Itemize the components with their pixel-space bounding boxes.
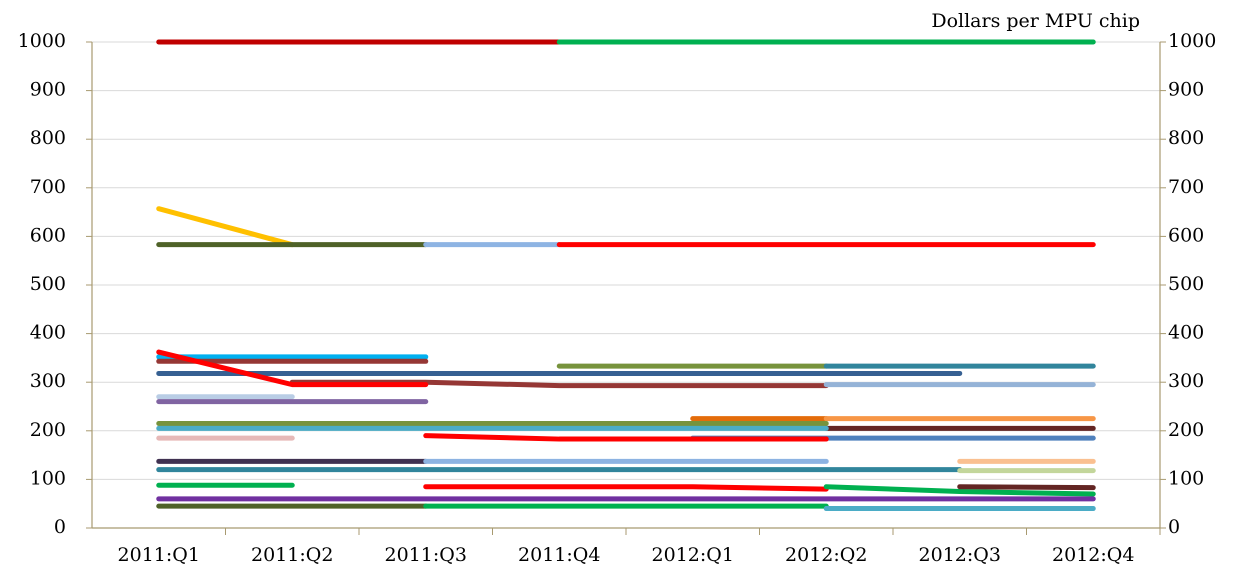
x-tick-label: 2011:Q1 [118,544,200,566]
y-tick-label: 400 [30,322,66,344]
y-tick-label: 0 [54,516,66,538]
x-tick-label: 2011:Q2 [251,544,333,566]
y-tick-label: 700 [30,176,66,198]
y2-tick-label: 900 [1168,79,1204,101]
x-tick-label: 2012:Q4 [1052,544,1134,566]
y-tick-label: 200 [30,419,66,441]
y-tick-label: 800 [30,127,66,149]
y-tick-label: 500 [30,273,66,295]
y2-tick-label: 700 [1168,176,1204,198]
x-tick-label: 2012:Q3 [919,544,1001,566]
series-line [957,484,1096,491]
y2-tick-label: 0 [1168,516,1180,538]
series-line [823,484,1096,497]
x-tick-label: 2012:Q1 [652,544,734,566]
series-line [423,433,829,442]
series-line [156,206,295,248]
y2-tick-label: 1000 [1168,30,1216,52]
y-tick-label: 1000 [18,30,66,52]
y-tick-label: 300 [30,370,66,392]
y2-tick-label: 200 [1168,419,1204,441]
y2-tick-label: 500 [1168,273,1204,295]
y2-tick-label: 300 [1168,370,1204,392]
y-tick-label: 600 [30,224,66,246]
series-line [156,349,429,388]
series-line [423,484,829,492]
x-tick-label: 2011:Q3 [385,544,467,566]
y2-tick-label: 400 [1168,322,1204,344]
y-tick-label: 900 [30,79,66,101]
y-tick-label: 100 [30,467,66,489]
unit-label: Dollars per MPU chip [931,10,1140,32]
y2-tick-label: 100 [1168,467,1204,489]
x-tick-label: 2012:Q2 [785,544,867,566]
x-tick-label: 2011:Q4 [518,544,600,566]
y2-tick-label: 800 [1168,127,1204,149]
y2-tick-label: 600 [1168,224,1204,246]
